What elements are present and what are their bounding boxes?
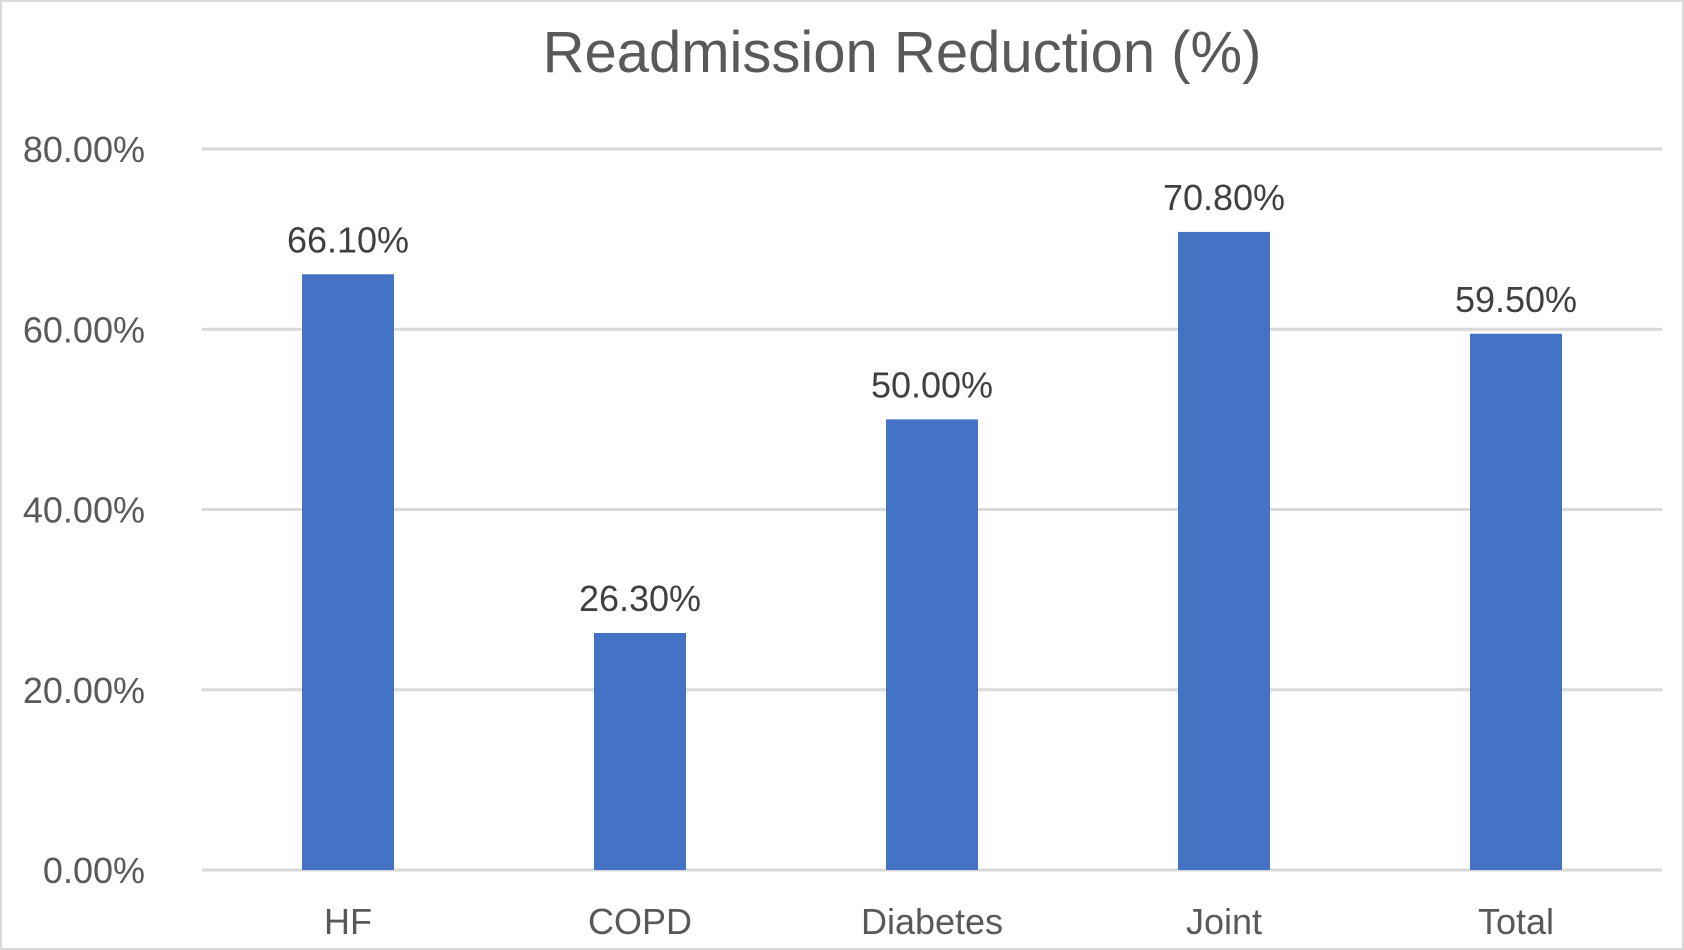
data-label: 66.10%: [287, 219, 409, 260]
data-labels: 66.10% 26.30% 50.00% 70.80% 59.50%: [287, 177, 1577, 619]
bar: [594, 632, 686, 870]
bar: [302, 274, 394, 870]
bar: [1178, 231, 1270, 871]
x-category-label: Diabetes: [861, 901, 1003, 942]
x-axis-categories: HF COPD Diabetes Joint Total: [324, 901, 1554, 942]
bar: [886, 419, 978, 870]
data-label: 26.30%: [579, 578, 701, 619]
y-tick-label: 80.00%: [23, 129, 145, 170]
data-label: 50.00%: [871, 364, 993, 405]
x-category-label: COPD: [588, 901, 692, 942]
y-tick-label: 60.00%: [23, 309, 145, 350]
y-tick-label: 0.00%: [43, 850, 145, 891]
bar: [1470, 333, 1562, 871]
y-tick-label: 20.00%: [23, 670, 145, 711]
x-category-label: Total: [1478, 901, 1554, 942]
bars: [302, 231, 1562, 871]
y-tick-label: 40.00%: [23, 490, 145, 531]
y-axis-ticks: 0.00% 20.00% 40.00% 60.00% 80.00%: [23, 129, 145, 891]
data-label: 70.80%: [1163, 177, 1285, 218]
chart-title: Readmission Reduction (%): [543, 20, 1262, 85]
data-label: 59.50%: [1455, 279, 1577, 320]
x-category-label: Joint: [1186, 901, 1262, 942]
x-category-label: HF: [324, 901, 372, 942]
